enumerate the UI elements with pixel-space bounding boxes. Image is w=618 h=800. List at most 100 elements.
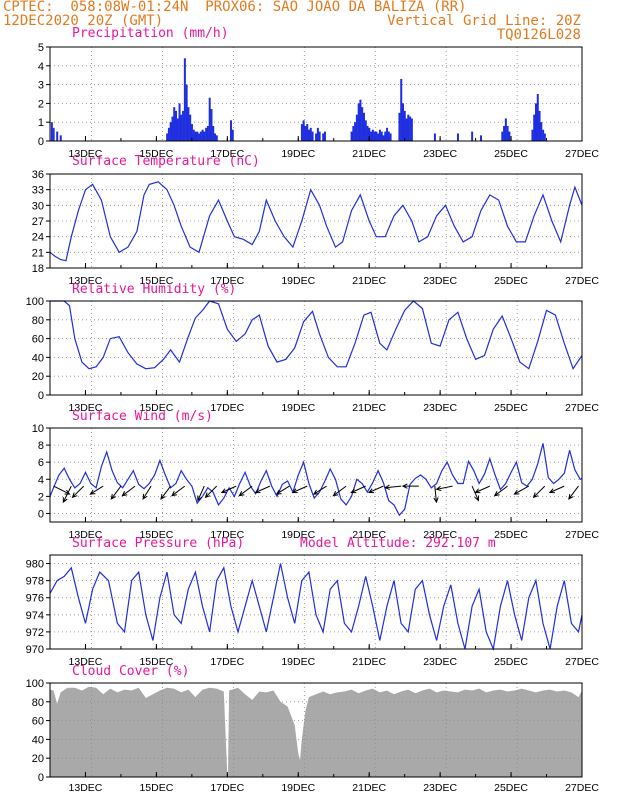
precip-title: Precipitation (mm/h)	[72, 26, 229, 41]
x-tick-label: 23DEC	[423, 275, 457, 287]
wind-frame	[49, 427, 583, 523]
x-tick-label: 27DEC	[565, 529, 599, 541]
x-tick-label: 13DEC	[69, 402, 103, 414]
wind-vector	[332, 485, 347, 497]
precip-bar	[536, 94, 539, 141]
pres-line	[49, 563, 583, 652]
x-tick-label: 19DEC	[281, 529, 315, 541]
y-tick-label: 36	[32, 169, 44, 181]
y-tick-label: 33	[32, 185, 44, 197]
wind-line	[49, 443, 583, 517]
wind-vector	[121, 485, 136, 497]
x-tick-label: 17DEC	[210, 148, 244, 160]
y-tick-label: 80	[32, 697, 44, 709]
y-tick-label: 4	[38, 61, 44, 73]
wind-vector	[220, 485, 237, 494]
precip-bar	[531, 129, 534, 141]
y-tick-label: 974	[26, 610, 44, 622]
y-tick-label: 978	[26, 576, 44, 588]
wind-title: Surface Wind (m/s)	[72, 409, 213, 424]
pres-title: Surface Pressure (hPa)	[72, 536, 244, 551]
rh-frame	[49, 300, 583, 396]
header-grid-line: Vertical Grid Line: 20Z	[387, 13, 581, 29]
y-tick-label: 100	[26, 296, 44, 308]
precip-bar	[323, 131, 326, 141]
x-tick-label: 25DEC	[494, 275, 528, 287]
precip-bar	[196, 131, 199, 141]
precip-bar	[361, 107, 364, 141]
y-tick-label: 100	[26, 678, 44, 690]
precip-bar	[56, 131, 59, 141]
precip-bar	[352, 125, 355, 141]
wind-vector	[350, 485, 366, 494]
wind-vector	[513, 485, 530, 495]
x-tick-label: 21DEC	[352, 402, 386, 414]
precip-bar	[378, 129, 381, 141]
wind-vector	[142, 485, 152, 500]
precip-bar	[182, 110, 185, 141]
y-tick-label: 40	[32, 352, 44, 364]
precip-bar	[302, 120, 305, 141]
precip-bar	[205, 127, 208, 141]
precip-bar	[410, 118, 413, 141]
x-tick-label: 13DEC	[69, 782, 103, 794]
y-tick-label: 24	[32, 232, 44, 244]
precip-bar	[503, 125, 506, 141]
precip-bar	[311, 131, 314, 141]
precip-bar	[50, 122, 53, 141]
x-tick-label: 19DEC	[281, 656, 315, 668]
wind-vector	[433, 486, 439, 504]
x-tick-label: 17DEC	[210, 402, 244, 414]
x-tick-label: 15DEC	[139, 275, 173, 287]
precip-bar	[306, 124, 309, 141]
precip-bar	[501, 131, 504, 141]
precip-bar	[231, 129, 234, 141]
pres-panel: 970 972 974 976 978 980 13DEC 15DEC 17DEC 19DEC 21…	[26, 536, 600, 668]
x-tick-label: 25DEC	[494, 656, 528, 668]
header-date: 12DEC2020 20Z (GMT)	[3, 13, 164, 29]
cloud-panel: 0 20 40 60 80 100 13DEC 15DEC 17DEC 19DEC 21DEC 23D…	[26, 664, 600, 794]
x-tick-label: 19DEC	[281, 148, 315, 160]
x-tick-label: 21DEC	[352, 656, 386, 668]
wind-vector	[110, 485, 122, 500]
precip-bar	[508, 131, 511, 141]
y-tick-label: 970	[26, 644, 44, 656]
precip-bar	[355, 114, 358, 141]
precip-bar	[187, 107, 190, 141]
y-tick-label: 6	[38, 457, 44, 469]
x-tick-label: 25DEC	[494, 529, 528, 541]
precip-bar	[540, 122, 543, 141]
header-line-1: CPTEC: 058:08W-01:24N PROX06: SAO JOAO D…	[3, 0, 467, 15]
y-tick-label: 60	[32, 716, 44, 728]
y-tick-label: 8	[38, 440, 44, 452]
cloud-cover-area	[50, 686, 582, 777]
wind-vector	[312, 485, 327, 495]
y-tick-label: 18	[32, 263, 44, 275]
y-tick-label: 0	[38, 508, 44, 520]
y-tick-label: 0	[38, 390, 44, 402]
precip-bar	[215, 135, 218, 141]
precip-bar	[370, 131, 373, 141]
wind-vector	[71, 485, 85, 499]
precip-bar	[212, 125, 215, 141]
wind-vector	[204, 485, 218, 499]
precip-bar	[304, 125, 307, 141]
y-tick-label: 1	[38, 117, 44, 129]
x-tick-label: 23DEC	[423, 656, 457, 668]
y-tick-label: 21	[32, 247, 44, 259]
rh-title: Relative Humidity (%)	[72, 282, 236, 297]
precip-bar	[173, 107, 176, 141]
x-tick-label: 21DEC	[352, 782, 386, 794]
x-tick-label: 25DEC	[494, 148, 528, 160]
precip-bar	[387, 131, 390, 141]
precip-bar	[371, 129, 374, 141]
y-tick-label: 30	[32, 200, 44, 212]
precip-bar	[59, 135, 62, 141]
precip-bar	[199, 131, 202, 141]
precip-bar	[52, 127, 55, 141]
precip-bar	[389, 133, 392, 141]
x-tick-label: 21DEC	[352, 148, 386, 160]
y-tick-label: 976	[26, 593, 44, 605]
y-tick-label: 0	[38, 136, 44, 148]
y-tick-label: 40	[32, 734, 44, 746]
